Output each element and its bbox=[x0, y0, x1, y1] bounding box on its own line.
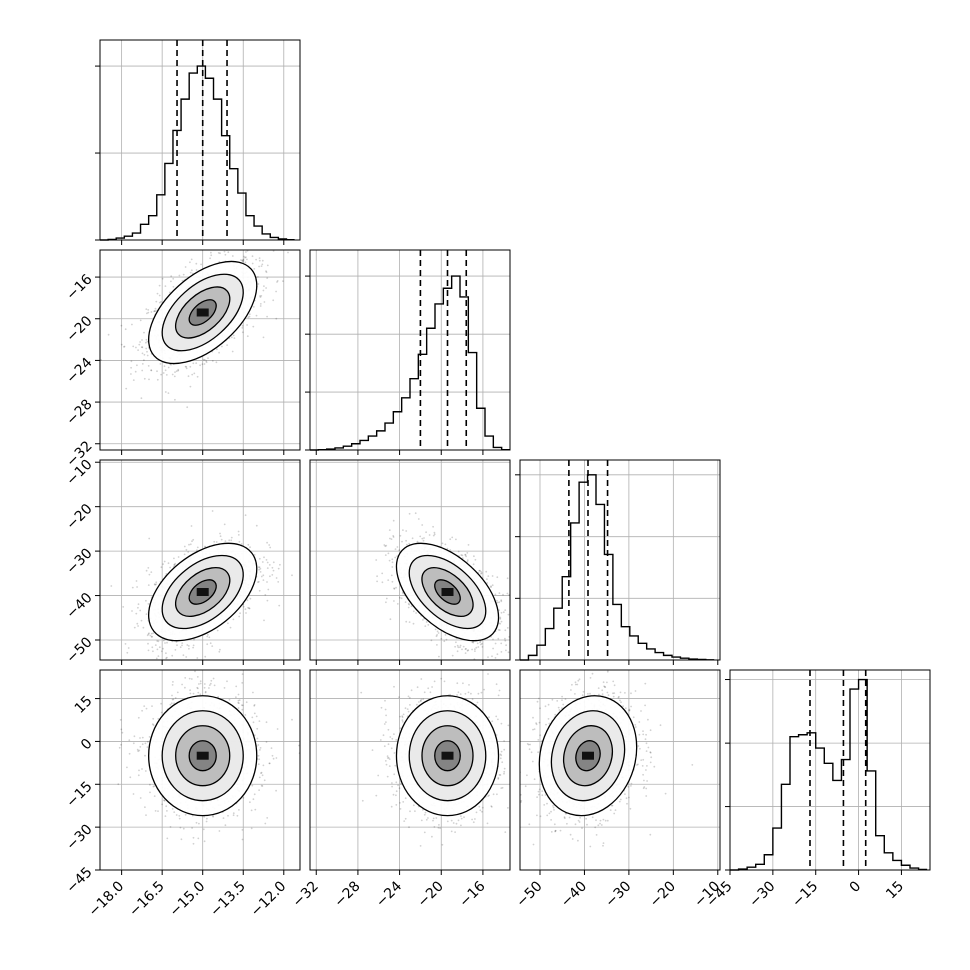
panel-frame bbox=[729, 669, 931, 871]
scatter-points bbox=[375, 512, 510, 660]
y-tick-label: −15 bbox=[63, 779, 95, 811]
scatter-panel-3-1 bbox=[309, 669, 511, 875]
scatter-panel-3-0 bbox=[95, 669, 301, 875]
panel-frame bbox=[309, 459, 511, 661]
panel-frame bbox=[99, 39, 301, 241]
hist-series-2 bbox=[520, 474, 715, 661]
panel-frame bbox=[99, 249, 301, 451]
x-tick-label: −50 bbox=[513, 878, 545, 910]
panel-frame bbox=[99, 669, 301, 871]
x-tick-label: −15 bbox=[789, 878, 821, 910]
x-tick-label: −13.5 bbox=[207, 878, 249, 920]
x-tick-label: −18.0 bbox=[86, 878, 128, 920]
y-tick-label: −28 bbox=[63, 396, 95, 428]
x-tick-label: −20 bbox=[647, 878, 679, 910]
x-tick-label: −30 bbox=[602, 878, 634, 910]
scatter-panel-3-2 bbox=[519, 669, 721, 875]
x-tick-label: −20 bbox=[415, 878, 447, 910]
x-tick-label: −15.0 bbox=[167, 878, 209, 920]
y-tick-label: −24 bbox=[63, 355, 95, 387]
density-peak bbox=[196, 751, 209, 760]
hist-series-3 bbox=[730, 678, 928, 871]
x-tick-label: −40 bbox=[558, 878, 590, 910]
y-tick-label: −30 bbox=[63, 545, 95, 577]
hist-panel-2 bbox=[515, 459, 721, 665]
density-peak bbox=[196, 308, 209, 317]
hist-panel-3 bbox=[725, 669, 931, 875]
panel-frame bbox=[309, 249, 511, 451]
x-tick-label: 0 bbox=[847, 878, 865, 896]
y-tick-label: −16 bbox=[63, 271, 95, 303]
hist-series-1 bbox=[310, 275, 510, 451]
y-tick-label: −50 bbox=[63, 634, 95, 666]
scatter-points bbox=[520, 670, 694, 848]
panel-frame bbox=[309, 669, 511, 871]
panel-frame bbox=[99, 459, 301, 661]
y-tick-label: −20 bbox=[63, 501, 95, 533]
y-tick-label: −40 bbox=[63, 590, 95, 622]
x-tick-label: −28 bbox=[331, 878, 363, 910]
hist-panel-1 bbox=[305, 249, 511, 455]
scatter-panel-2-0 bbox=[95, 459, 301, 665]
scatter-points bbox=[117, 670, 300, 845]
y-tick-label: 15 bbox=[72, 693, 96, 717]
hist-series-0 bbox=[100, 65, 295, 241]
panel-frame bbox=[519, 459, 721, 661]
y-tick-label: −20 bbox=[63, 313, 95, 345]
scatter-points bbox=[100, 250, 289, 409]
scatter-panel-2-1 bbox=[309, 459, 511, 665]
panel-frame bbox=[519, 669, 721, 871]
x-tick-label: −12.0 bbox=[248, 878, 290, 920]
x-tick-label: −32 bbox=[290, 878, 322, 910]
hist-panel-0 bbox=[95, 39, 301, 245]
density-peak bbox=[441, 751, 454, 760]
y-tick-label: −45 bbox=[63, 864, 95, 896]
scatter-panel-1-0 bbox=[95, 249, 301, 455]
density-peak bbox=[582, 751, 594, 760]
x-tick-label: −24 bbox=[373, 878, 405, 910]
y-tick-label: −30 bbox=[63, 821, 95, 853]
y-tick-label: 0 bbox=[78, 736, 96, 754]
x-tick-label: 15 bbox=[883, 878, 907, 902]
density-peak bbox=[441, 588, 454, 596]
x-tick-label: −16 bbox=[456, 878, 488, 910]
density-peak bbox=[196, 588, 209, 596]
scatter-points bbox=[360, 673, 510, 847]
scatter-points bbox=[110, 510, 293, 660]
x-tick-label: −16.5 bbox=[126, 878, 168, 920]
x-tick-label: −30 bbox=[746, 878, 778, 910]
